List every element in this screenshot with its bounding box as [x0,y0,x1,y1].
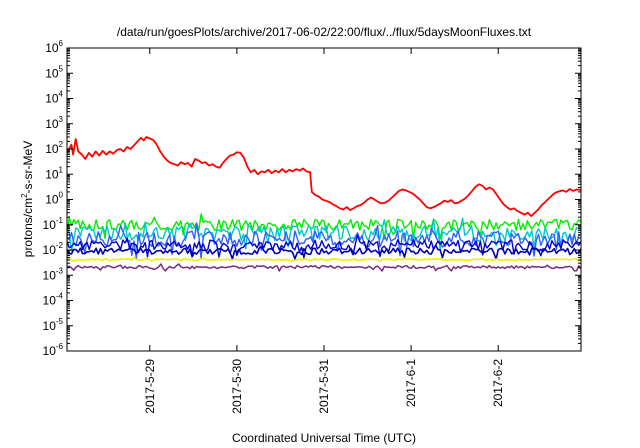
x-axis-title: Coordinated Universal Time (UTC) [232,431,416,445]
y-tick-label: 10-5 [43,317,64,333]
y-axis-title: protons/cm2-s-sr-MeV [20,141,35,257]
y-tick-base: 10 [43,294,57,308]
y-axis-title-prefix: protons/cm [21,198,35,257]
y-tick-exponent: -4 [56,292,64,301]
y-tick-base: 10 [45,117,59,131]
x-tick-label: 2017-6-1 [404,359,418,407]
series-line-5 [67,234,581,259]
y-tick-exponent: 2 [59,140,64,149]
series-line-7 [67,257,581,263]
series-line-1 [67,136,581,217]
y-tick-base: 10 [43,319,57,333]
y-tick-base: 10 [43,268,57,282]
y-tick-label: 105 [45,64,63,80]
y-tick-label: 10-2 [43,241,64,257]
y-tick-exponent: -5 [56,317,64,326]
x-axis: 2017-5-29 2017-5-30 2017-5-31 2017-6-1 2017-… [143,48,505,414]
y-tick-label: 102 [45,140,63,156]
x-tick-label: 2017-5-29 [143,359,157,414]
y-axis-title-suffix: -s-sr-MeV [21,141,35,194]
y-tick-base: 10 [43,243,57,257]
y-tick-label: 104 [45,90,63,106]
series-layer [67,136,581,272]
y-tick-base: 10 [43,218,57,232]
y-axis: 10-610-510-410-310-210-11001011021031041… [43,39,581,358]
y-tick-exponent: -1 [56,216,64,225]
y-tick-label: 103 [45,115,63,131]
y-tick-label: 10-4 [43,292,64,308]
y-tick-exponent: -3 [56,266,64,275]
y-tick-exponent: -6 [56,342,64,351]
y-axis-title-superscript: 2 [20,193,29,198]
series-line-3 [67,217,581,252]
y-tick-label: 106 [45,39,63,55]
y-tick-exponent: 3 [59,115,64,124]
series-line-8 [67,263,581,272]
y-tick-label: 10-6 [43,342,64,358]
y-tick-exponent: 6 [59,39,64,48]
y-tick-label: 10-3 [43,266,64,282]
y-tick-exponent: 1 [59,165,64,174]
x-tick-label: 2017-6-2 [491,359,505,407]
y-tick-exponent: 0 [59,191,64,200]
y-tick-base: 10 [45,66,59,80]
y-tick-base: 10 [45,41,59,55]
y-tick-base: 10 [45,167,59,181]
series-line-6 [67,244,581,260]
y-tick-base: 10 [45,193,59,207]
y-tick-label: 101 [45,165,63,181]
y-tick-label: 10-1 [43,216,64,232]
series-line-2 [67,213,581,240]
y-tick-label: 100 [45,191,63,207]
y-tick-base: 10 [45,142,59,156]
chart-title: /data/run/goesPlots/archive/2017-06-02/2… [117,25,532,39]
y-tick-exponent: 4 [59,90,64,99]
y-tick-base: 10 [45,92,59,106]
x-tick-label: 2017-5-31 [317,359,331,414]
y-tick-base: 10 [43,344,57,358]
y-tick-exponent: 5 [59,64,64,73]
x-tick-label: 2017-5-30 [230,359,244,414]
y-tick-exponent: -2 [56,241,64,250]
